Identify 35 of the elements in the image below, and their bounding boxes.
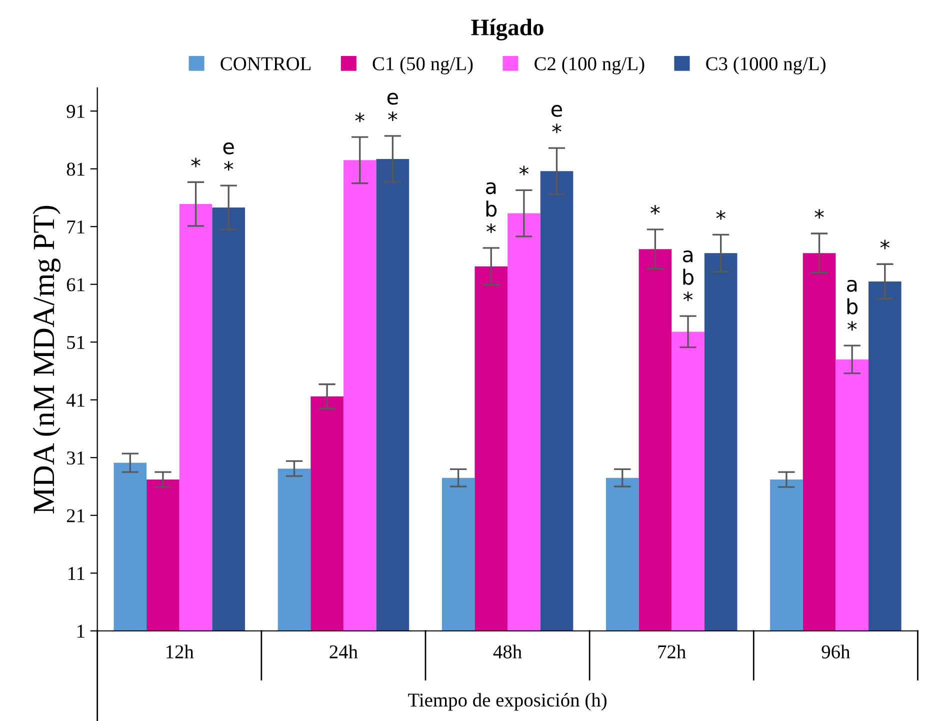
legend-label: C1 (50 ng/L)	[372, 56, 473, 74]
legend-label: C3 (1000 ng/L)	[706, 56, 826, 74]
y-tick-label: 51	[67, 336, 84, 350]
data-label: a b *	[682, 250, 694, 302]
y-tick-label: 1	[78, 624, 84, 638]
data-label: a b *	[486, 182, 497, 234]
y-tick-label: 21	[66, 509, 84, 522]
data-label: e *	[387, 92, 398, 121]
data-label: *	[191, 158, 200, 168]
data-label: *	[519, 166, 529, 176]
x-tick-label: 24h	[330, 644, 358, 658]
y-tick-label: 41	[66, 394, 84, 407]
y-tick-label: 31	[67, 451, 84, 465]
data-label: e *	[223, 142, 234, 171]
x-axis-title: Tiempo de exposición (h)	[408, 692, 606, 711]
y-tick-label: 71	[67, 220, 84, 234]
data-label: e *	[551, 104, 562, 134]
data-label: *	[716, 210, 726, 220]
data-label: *	[880, 240, 890, 250]
x-tick-label: 96h	[822, 644, 850, 658]
x-tick-label: 12h	[166, 644, 194, 658]
legend-label: C2 (100 ng/L)	[534, 56, 644, 74]
y-tick-label: 81	[66, 162, 84, 176]
y-tick-label: 11	[68, 567, 84, 580]
y-tick-label: 61	[66, 278, 84, 292]
x-tick-label: 48h	[493, 644, 522, 658]
data-label: *	[814, 209, 824, 219]
y-tick-label: 91	[66, 104, 84, 118]
chart-title: Hígado	[471, 18, 544, 40]
y-axis-title: MDA (nM MDA/mg PT)	[32, 206, 61, 514]
data-label: a b *	[846, 280, 858, 331]
data-label: *	[355, 112, 364, 122]
data-label: *	[650, 205, 660, 215]
x-tick-label: 72h	[658, 644, 686, 658]
legend-label: CONTROL	[220, 57, 311, 70]
